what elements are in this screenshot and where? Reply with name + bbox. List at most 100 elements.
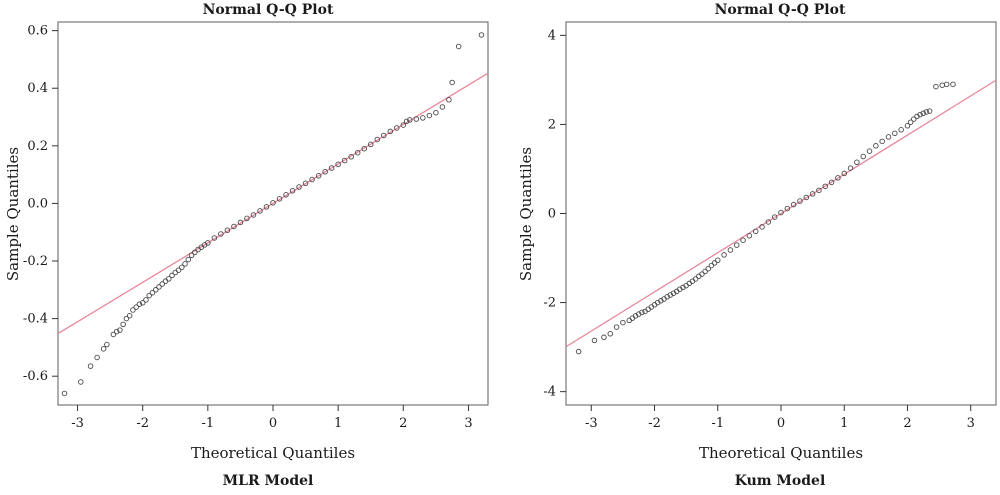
- x-tick-label: -1: [202, 416, 215, 431]
- sample-point: [117, 327, 123, 333]
- y-tick-label: 0.6: [27, 24, 48, 39]
- x-axis-ticks: -3 -2 -1 0 1 2 3: [71, 405, 473, 431]
- sample-point: [708, 262, 715, 269]
- sample-point: [911, 116, 917, 122]
- sample-point: [420, 115, 426, 121]
- sample-point: [335, 161, 341, 168]
- sample-point: [904, 123, 911, 129]
- sample-point: [120, 321, 126, 328]
- sample-point: [790, 201, 797, 208]
- x-tick-label: 1: [840, 416, 848, 431]
- sample-point: [715, 257, 721, 264]
- y-tick-label: -4: [543, 385, 556, 400]
- sample-point: [907, 119, 914, 125]
- x-tick-label: 3: [967, 416, 975, 431]
- sample-point: [639, 309, 645, 316]
- sample-point: [439, 104, 446, 110]
- sample-point: [162, 278, 169, 284]
- x-axis-ticks: -3 -2 -1 0 1 2 3: [585, 405, 975, 431]
- sample-point: [61, 390, 68, 397]
- sample-point: [126, 312, 133, 319]
- sample-point: [847, 165, 854, 171]
- sample-point: [854, 159, 860, 166]
- sample-point: [879, 138, 885, 145]
- sample-point: [841, 170, 847, 177]
- sample-point: [179, 264, 185, 271]
- y-tick-label: 0.2: [27, 139, 48, 154]
- reference-line: [565, 79, 997, 348]
- y-tick-label: 2: [548, 117, 556, 132]
- sample-point: [381, 132, 387, 139]
- sample-point: [244, 215, 250, 222]
- sample-point: [733, 242, 740, 248]
- sample-point: [591, 337, 598, 344]
- y-tick-label: 4: [548, 28, 556, 43]
- sample-point: [835, 175, 841, 181]
- sample-point: [923, 109, 930, 115]
- sample-point: [933, 83, 939, 90]
- sample-point: [759, 224, 765, 230]
- sample-point: [361, 145, 367, 152]
- sample-point: [873, 143, 879, 149]
- sample-point: [926, 108, 933, 114]
- sample-point: [403, 118, 410, 125]
- sample-point: [433, 109, 439, 116]
- sample-point: [950, 81, 956, 88]
- sample-point: [446, 97, 452, 103]
- sample-point: [721, 252, 727, 258]
- y-tick-label: -0.6: [23, 369, 48, 384]
- sample-point: [455, 43, 462, 50]
- sample-point: [341, 157, 348, 164]
- sample-point: [809, 191, 816, 197]
- x-tick-label: 3: [464, 416, 472, 431]
- sample-point: [136, 301, 143, 307]
- sample-point: [449, 79, 455, 86]
- sample-point: [866, 148, 873, 154]
- sample-point: [784, 205, 791, 212]
- sample-point: [943, 81, 950, 88]
- sample-point: [797, 198, 803, 204]
- sample-point: [939, 82, 946, 88]
- sample-point: [257, 208, 263, 214]
- x-tick-label: 2: [399, 416, 407, 431]
- sample-point: [705, 265, 712, 272]
- sample-point: [828, 179, 835, 186]
- sample-point: [387, 128, 394, 135]
- sample-point: [182, 261, 188, 267]
- y-axis-title: Sample Quantiles: [517, 147, 535, 281]
- y-tick-label: -0.4: [23, 312, 48, 327]
- y-axis-title: Sample Quantiles: [4, 147, 22, 281]
- sample-point: [110, 331, 117, 338]
- plot-frame: [57, 21, 489, 406]
- model-caption: Kum Model: [735, 473, 826, 489]
- sample-point: [778, 209, 784, 216]
- sample-point: [917, 111, 923, 118]
- sample-point: [100, 346, 107, 352]
- sample-point: [575, 348, 582, 355]
- sample-point: [892, 130, 898, 137]
- sample-point: [400, 122, 407, 128]
- sample-point: [270, 200, 276, 206]
- sample-point: [143, 297, 149, 303]
- sample-point: [407, 117, 413, 123]
- sample-point: [263, 204, 270, 210]
- x-tick-label: -3: [71, 416, 84, 431]
- sample-point: [133, 304, 139, 310]
- x-tick-label: 0: [269, 416, 277, 431]
- y-tick-label: -2: [543, 296, 556, 311]
- sample-point: [315, 173, 322, 179]
- y-axis-ticks: -4 -2 0 2 4: [543, 28, 566, 400]
- sample-point: [146, 292, 152, 299]
- sample-point: [113, 328, 120, 335]
- sample-point: [898, 127, 904, 133]
- sample-point: [218, 231, 224, 237]
- sample-point: [803, 194, 810, 201]
- sample-point: [601, 334, 607, 341]
- sample-point: [885, 134, 892, 140]
- sample-point: [156, 284, 162, 290]
- reference-line: [57, 72, 489, 335]
- sample-point: [296, 184, 302, 190]
- sample-point: [413, 116, 420, 122]
- sample-point: [348, 154, 354, 160]
